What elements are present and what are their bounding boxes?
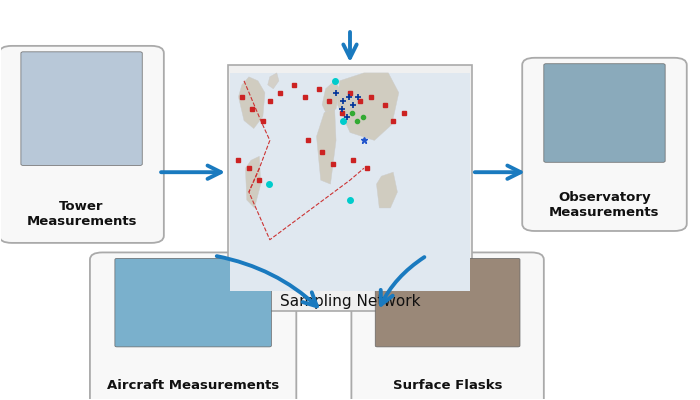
Polygon shape (316, 109, 336, 184)
Text: Observatory
Measurements: Observatory Measurements (550, 191, 659, 219)
Text: Aircraft Measurements: Aircraft Measurements (107, 379, 279, 392)
Bar (228, 65, 472, 311)
FancyBboxPatch shape (522, 58, 687, 231)
FancyBboxPatch shape (0, 46, 164, 243)
Polygon shape (377, 172, 398, 208)
Polygon shape (267, 73, 279, 89)
Text: Tower
Measurements: Tower Measurements (27, 200, 136, 228)
Polygon shape (246, 156, 261, 208)
FancyBboxPatch shape (115, 258, 272, 347)
FancyBboxPatch shape (375, 258, 520, 347)
Polygon shape (337, 73, 399, 140)
Polygon shape (239, 77, 265, 128)
FancyBboxPatch shape (21, 52, 142, 165)
FancyBboxPatch shape (351, 252, 544, 400)
Bar (230, 73, 470, 291)
FancyBboxPatch shape (90, 252, 296, 400)
FancyBboxPatch shape (544, 64, 665, 162)
Polygon shape (322, 81, 340, 116)
Text: Surface Flasks: Surface Flasks (393, 379, 503, 392)
Text: Sampling Network: Sampling Network (280, 294, 420, 309)
